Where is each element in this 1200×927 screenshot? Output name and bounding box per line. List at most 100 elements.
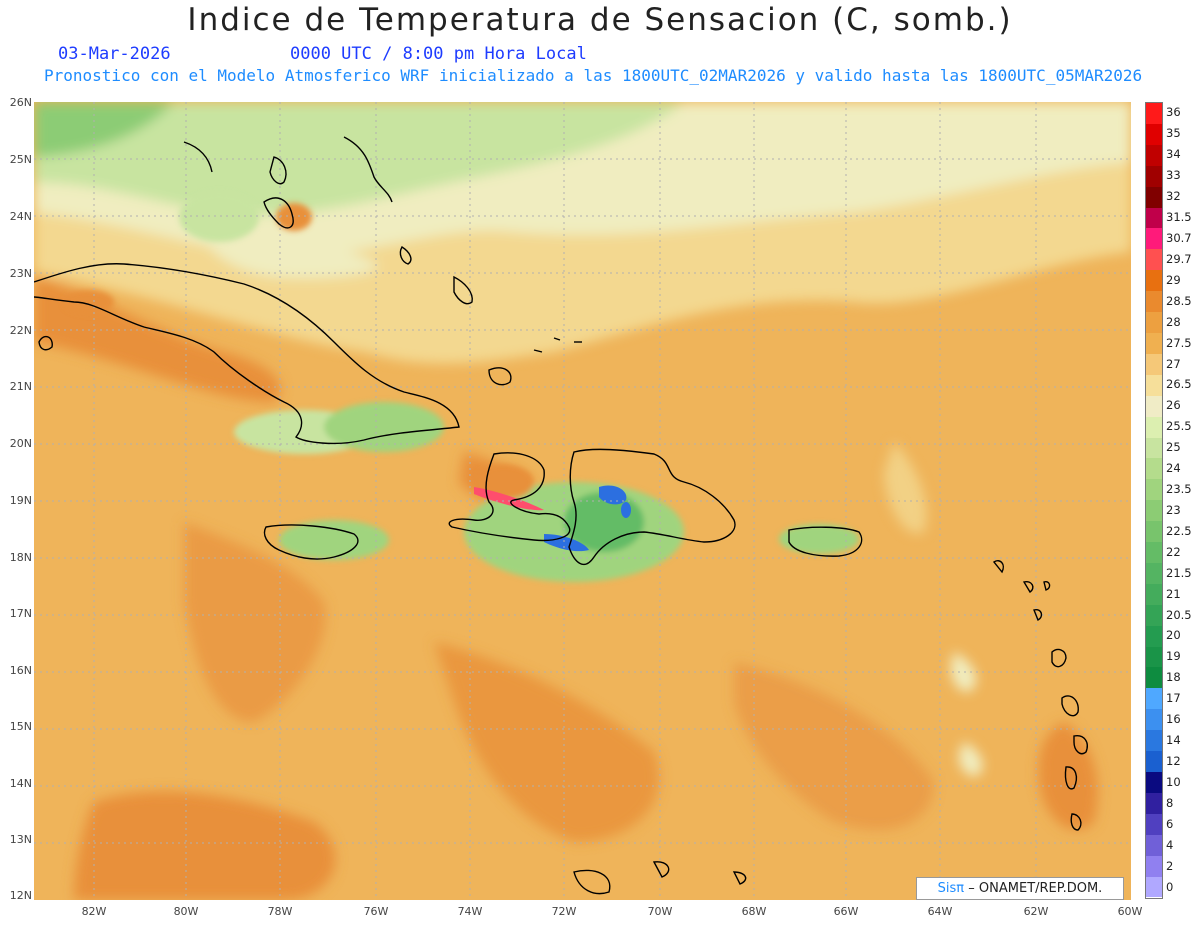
colorbar-swatch [1146, 542, 1162, 563]
colorbar-swatch [1146, 646, 1162, 668]
colorbar-label: 21 [1166, 586, 1181, 601]
lon-label: 74W [457, 905, 483, 918]
colorbar-label: 22 [1166, 544, 1181, 559]
colorbar-swatch [1146, 123, 1162, 145]
colorbar-swatch [1146, 395, 1162, 417]
lat-label: 17N [9, 607, 32, 620]
colorbar-label: 10 [1166, 774, 1181, 789]
colorbar-label: 6 [1166, 816, 1174, 831]
colorbar-swatch [1146, 772, 1162, 793]
colorbar-swatch [1146, 437, 1162, 459]
colorbar-label: 22.5 [1166, 523, 1192, 538]
colorbar-swatch [1146, 207, 1162, 229]
colorbar-label: 21.5 [1166, 565, 1192, 580]
colorbar-swatch [1146, 583, 1162, 605]
colorbar-label: 16 [1166, 712, 1181, 727]
lat-label: 21N [9, 380, 32, 393]
colorbar-label: 26.5 [1166, 377, 1192, 392]
lon-label: 62W [1023, 905, 1049, 918]
lon-label: 78W [267, 905, 293, 918]
colorbar-label: 27.5 [1166, 335, 1192, 350]
colorbar-label: 24 [1166, 461, 1181, 476]
colorbar [1145, 102, 1163, 899]
colorbar-label: 14 [1166, 733, 1181, 748]
lat-label: 13N [9, 833, 32, 846]
lat-label: 18N [9, 551, 32, 564]
map-title: Indice de Temperatura de Sensacion (C, s… [187, 2, 1013, 38]
lon-label: 76W [363, 905, 389, 918]
lon-label: 70W [647, 905, 673, 918]
colorbar-swatch [1146, 562, 1162, 584]
colorbar-label: 20 [1166, 628, 1181, 643]
temperature-map [34, 102, 1131, 900]
colorbar-label: 0 [1166, 879, 1174, 894]
colorbar-swatch [1146, 813, 1162, 835]
lat-label: 20N [9, 437, 32, 450]
colorbar-label: 32 [1166, 189, 1181, 204]
colorbar-swatch [1146, 144, 1162, 166]
lon-label: 80W [173, 905, 199, 918]
colorbar-swatch [1146, 186, 1162, 208]
cold-core-cells [474, 485, 631, 552]
colorbar-label: 17 [1166, 691, 1181, 706]
colorbar-swatch [1146, 730, 1162, 752]
lat-label: 22N [9, 324, 32, 337]
colorbar-swatch [1146, 291, 1162, 313]
lat-label: 15N [9, 720, 32, 733]
lon-label: 66W [833, 905, 859, 918]
lat-label: 25N [9, 153, 32, 166]
colorbar-swatch [1146, 751, 1162, 772]
colorbar-swatch [1146, 374, 1162, 396]
colorbar-label: 34 [1166, 147, 1181, 162]
colorbar-label: 31.5 [1166, 210, 1192, 225]
colorbar-label: 25.5 [1166, 419, 1192, 434]
lat-label: 14N [9, 777, 32, 790]
colorbar-swatch [1146, 228, 1162, 250]
colorbar-swatch [1146, 458, 1162, 480]
lat-label: 16N [9, 664, 32, 677]
forecast-date: 03-Mar-2026 [58, 44, 171, 64]
lat-label: 23N [9, 267, 32, 280]
colorbar-label: 28 [1166, 314, 1181, 329]
lon-label: 60W [1117, 905, 1143, 918]
colorbar-label: 20.5 [1166, 607, 1192, 622]
colorbar-swatch [1146, 332, 1162, 354]
colorbar-swatch [1146, 834, 1162, 856]
colorbar-swatch [1146, 876, 1162, 898]
colorbar-swatch [1146, 667, 1162, 689]
colorbar-label: 8 [1166, 795, 1174, 810]
colorbar-label: 33 [1166, 168, 1181, 183]
colorbar-label: 35 [1166, 126, 1181, 141]
colorbar-swatch [1146, 479, 1162, 501]
coastlines [34, 136, 1088, 895]
colorbar-label: 12 [1166, 754, 1181, 768]
colorbar-swatch [1146, 312, 1162, 333]
grid-lines [34, 102, 1131, 900]
colorbar-label: 4 [1166, 837, 1174, 852]
colorbar-label: 2 [1166, 858, 1174, 873]
lon-label: 72W [551, 905, 577, 918]
colorbar-swatch [1146, 270, 1162, 292]
sispi-logo: Sisπ [937, 881, 965, 896]
colorbar-swatch [1146, 416, 1162, 438]
colorbar-label: 30.7 [1166, 230, 1192, 245]
credit-box: Sisπ – ONAMET/REP.DOM. [916, 877, 1124, 900]
colorbar-label: 28.5 [1166, 293, 1192, 308]
colorbar-label: 29 [1166, 272, 1181, 287]
colorbar-swatch [1146, 855, 1162, 877]
colorbar-label: 25 [1166, 440, 1181, 455]
colorbar-swatch [1146, 625, 1162, 647]
colorbar-swatch [1146, 792, 1162, 814]
colorbar-swatch [1146, 103, 1162, 124]
lat-label: 19N [9, 494, 32, 507]
colorbar-swatch [1146, 709, 1162, 731]
lon-label: 64W [927, 905, 953, 918]
lat-label: 26N [9, 96, 32, 109]
temperature-field [34, 102, 1131, 900]
colorbar-label: 18 [1166, 670, 1181, 685]
colorbar-label: 19 [1166, 649, 1181, 664]
colorbar-label: 23.5 [1166, 482, 1192, 497]
colorbar-swatch [1146, 521, 1162, 543]
lat-label: 12N [9, 889, 32, 902]
colorbar-swatch [1146, 604, 1162, 626]
